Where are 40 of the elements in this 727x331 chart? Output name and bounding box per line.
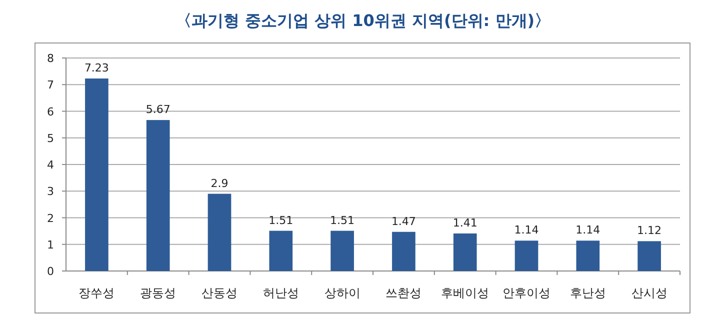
bar	[638, 241, 661, 271]
data-label: 5.67	[146, 103, 170, 116]
y-tick-label: 1	[47, 238, 54, 252]
x-tick-label: 산동성	[202, 286, 238, 300]
bar	[85, 78, 108, 271]
x-tick-label: 허난성	[262, 286, 299, 300]
bar	[453, 233, 477, 271]
bar	[146, 120, 170, 271]
data-label: 1.51	[268, 214, 294, 227]
bar	[392, 232, 416, 271]
data-label: 1.51	[330, 214, 355, 227]
x-tick-label: 쓰촨성	[386, 286, 422, 300]
x-tick-label: 상하이	[324, 286, 360, 300]
x-tick-label: 후난성	[570, 286, 606, 300]
x-tick-label: 광동성	[140, 286, 176, 300]
data-label: 1.14	[576, 224, 600, 237]
data-label: 7.23	[84, 62, 109, 74]
x-tick-label: 장쑤성	[78, 286, 115, 300]
y-tick-label: 5	[47, 132, 54, 145]
data-label: 2.9	[210, 176, 228, 190]
data-label: 1.47	[391, 214, 416, 228]
data-label: 1.12	[637, 224, 662, 238]
bar	[576, 240, 600, 271]
x-tick-label: 안후이성	[502, 286, 550, 300]
y-tick-label: 4	[47, 158, 54, 172]
y-tick-label: 3	[47, 185, 54, 198]
bar	[330, 230, 354, 271]
bar	[269, 230, 293, 271]
y-tick-label: 6	[47, 105, 54, 118]
x-tick-label: 산시성	[631, 286, 668, 300]
bar	[208, 194, 232, 271]
y-tick-label: 0	[47, 265, 54, 278]
x-tick-label: 후베이성	[441, 286, 490, 300]
data-label: 1.41	[452, 216, 478, 230]
y-tick-label: 7	[47, 78, 54, 92]
chart-title: 〈과기형 중소기업 상위 10위권 지역(단위: 만개)〉	[175, 11, 551, 30]
y-tick-label: 8	[47, 52, 54, 65]
data-label: 1.14	[514, 224, 539, 237]
y-tick-label: 2	[47, 212, 54, 225]
bar	[514, 240, 538, 271]
